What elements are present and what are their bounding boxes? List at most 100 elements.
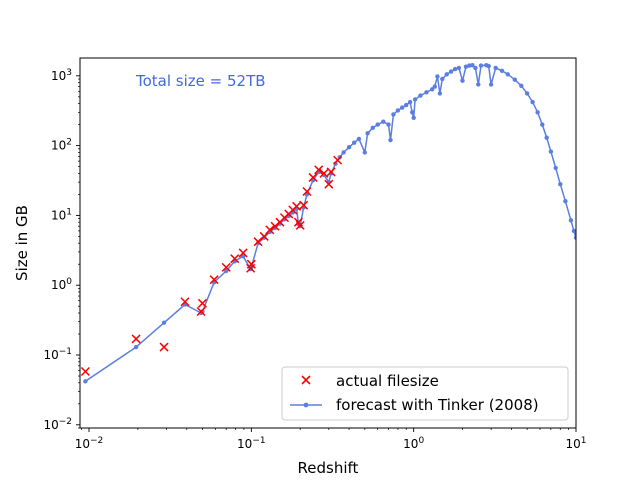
- actual-filesize-point: [308, 172, 318, 182]
- y-axis-label: Size in GB: [13, 205, 31, 281]
- actual-filesize-point: [299, 200, 309, 210]
- forecast-point: [563, 199, 568, 204]
- forecast-point: [540, 122, 545, 127]
- forecast-point: [400, 105, 405, 110]
- actual-filesize-point: [197, 298, 208, 308]
- forecast-point: [412, 97, 418, 102]
- forecast-point: [161, 320, 167, 325]
- x-tick-label: 101: [565, 436, 586, 451]
- forecast-point: [460, 78, 465, 83]
- y-tick-label: 101: [51, 207, 72, 222]
- forecast-point: [473, 65, 478, 71]
- forecast-point: [573, 235, 576, 240]
- forecast-point: [568, 218, 574, 223]
- actual-filesize-point: [180, 297, 190, 307]
- forecast-point: [133, 344, 139, 350]
- total-size-annotation: Total size = 52TB: [135, 72, 266, 90]
- forecast-point: [463, 64, 469, 69]
- plot-area: [79, 57, 577, 429]
- forecast-point: [407, 99, 413, 105]
- y-tick-label: 103: [51, 68, 72, 83]
- actual-filesize-point: [80, 366, 90, 377]
- forecast-point: [356, 136, 362, 142]
- axes-background: [80, 58, 576, 428]
- forecast-point: [440, 76, 445, 82]
- actual-filesize-point: [302, 186, 312, 197]
- forecast-point: [505, 72, 510, 77]
- legend-marker-actual-filesize-icon: [301, 375, 311, 385]
- forecast-point: [452, 66, 458, 72]
- actual-filesize-point: [292, 201, 302, 211]
- legend-marker-forecast-icon: [290, 402, 322, 408]
- y-tick-label: 10−2: [43, 417, 72, 432]
- forecast-point: [424, 90, 429, 95]
- legend-label-actual-filesize: actual filesize: [336, 372, 439, 390]
- x-tick-label: 100: [403, 436, 424, 451]
- forecast-point: [444, 72, 449, 77]
- forecast-point: [411, 115, 416, 121]
- forecast-point: [456, 65, 462, 71]
- actual-filesize-point: [159, 342, 169, 352]
- forecast-point: [410, 110, 415, 115]
- forecast-point: [544, 135, 549, 140]
- actual-filesize-point: [265, 225, 275, 235]
- forecast-point: [488, 82, 494, 87]
- forecast-point: [386, 122, 391, 127]
- actual-filesize-point: [209, 275, 219, 285]
- actual-filesize-point: [324, 179, 334, 189]
- forecast-point: [341, 150, 346, 155]
- forecast-point: [558, 182, 563, 187]
- actual-filesize-point: [333, 155, 343, 165]
- actual-filesize-point: [246, 259, 256, 269]
- forecast-point: [381, 119, 386, 124]
- actual-filesize-point: [319, 168, 329, 178]
- actual-filesize-point: [230, 254, 240, 264]
- forecast-point: [470, 62, 475, 68]
- actual-filesize-point: [131, 334, 141, 344]
- forecast-point: [432, 84, 437, 89]
- forecast-point: [499, 68, 505, 74]
- forecast-point: [553, 165, 558, 171]
- forecast-point: [478, 63, 484, 68]
- forecast-point: [404, 102, 409, 108]
- forecast-point: [448, 69, 454, 74]
- forecast-point: [388, 137, 393, 143]
- forecast-point: [362, 150, 367, 155]
- legend: actual filesize forecast with Tinker (20…: [281, 366, 569, 421]
- x-tick-label: 10−2: [75, 436, 104, 451]
- forecast-point: [435, 74, 440, 79]
- actual-filesize-point: [295, 220, 305, 230]
- forecast-point: [486, 63, 491, 69]
- forecast-point: [224, 268, 229, 274]
- forecast-point: [535, 110, 540, 115]
- forecast-point: [395, 108, 401, 113]
- forecast-point: [346, 145, 352, 150]
- x-axis: 10−2 10−1 100 101: [75, 428, 587, 451]
- y-tick-label: 100: [51, 277, 72, 292]
- forecast-point: [375, 122, 380, 127]
- forecast-point: [519, 83, 524, 89]
- actual-filesize-point: [221, 262, 231, 272]
- actual-filesize-point: [326, 167, 336, 177]
- x-tick-label: 10−1: [237, 436, 266, 451]
- y-tick-label: 10−1: [43, 347, 72, 362]
- forecast-point: [571, 228, 576, 234]
- legend-box: [281, 366, 569, 421]
- forecast-point: [524, 91, 530, 96]
- x-axis-label: Redshift: [298, 459, 359, 477]
- actual-filesize-point: [196, 306, 206, 317]
- forecast-point: [476, 82, 481, 87]
- forecast-point: [391, 112, 396, 117]
- y-axis: 10−2 10−1 100 101 102 103: [43, 68, 80, 432]
- actual-filesize-point: [314, 165, 324, 175]
- forecast-point: [530, 99, 535, 105]
- forecast-point: [370, 125, 375, 130]
- forecast-point: [418, 93, 423, 98]
- forecast-point: [548, 149, 554, 154]
- forecast-point: [83, 379, 88, 384]
- legend-label-forecast: forecast with Tinker (2008): [336, 396, 539, 414]
- forecast-point: [437, 91, 443, 96]
- forecast-point: [365, 131, 370, 136]
- forecast-point: [493, 65, 498, 71]
